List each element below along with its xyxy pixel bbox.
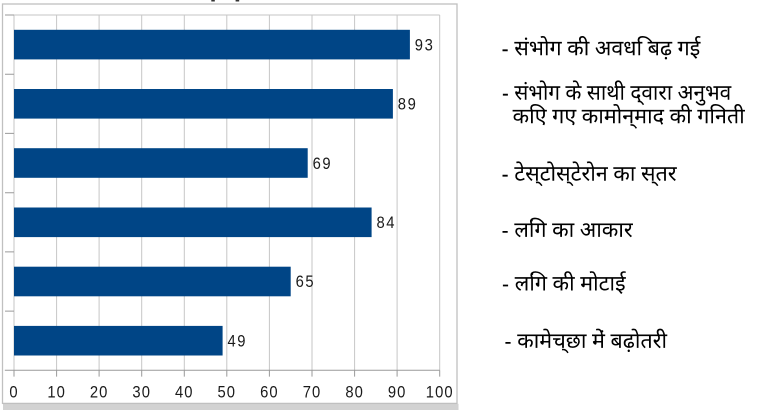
svg-text:100: 100 bbox=[426, 384, 454, 402]
svg-text:30: 30 bbox=[132, 384, 151, 402]
svg-text:49: 49 bbox=[228, 333, 248, 351]
svg-text:40: 40 bbox=[175, 384, 194, 402]
svg-text:65: 65 bbox=[296, 273, 316, 291]
svg-text:70: 70 bbox=[303, 384, 322, 402]
svg-text:60: 60 bbox=[260, 384, 279, 402]
svg-text:90: 90 bbox=[388, 384, 407, 402]
svg-text:69: 69 bbox=[313, 155, 333, 173]
svg-text:20: 20 bbox=[90, 384, 109, 402]
svg-text:10: 10 bbox=[47, 384, 66, 402]
svg-text:84: 84 bbox=[377, 214, 397, 232]
svg-text:93: 93 bbox=[415, 37, 435, 55]
svg-text:80: 80 bbox=[345, 384, 364, 402]
svg-text:0: 0 bbox=[9, 384, 18, 402]
svg-text:50: 50 bbox=[218, 384, 237, 402]
svg-text:89: 89 bbox=[398, 96, 418, 114]
